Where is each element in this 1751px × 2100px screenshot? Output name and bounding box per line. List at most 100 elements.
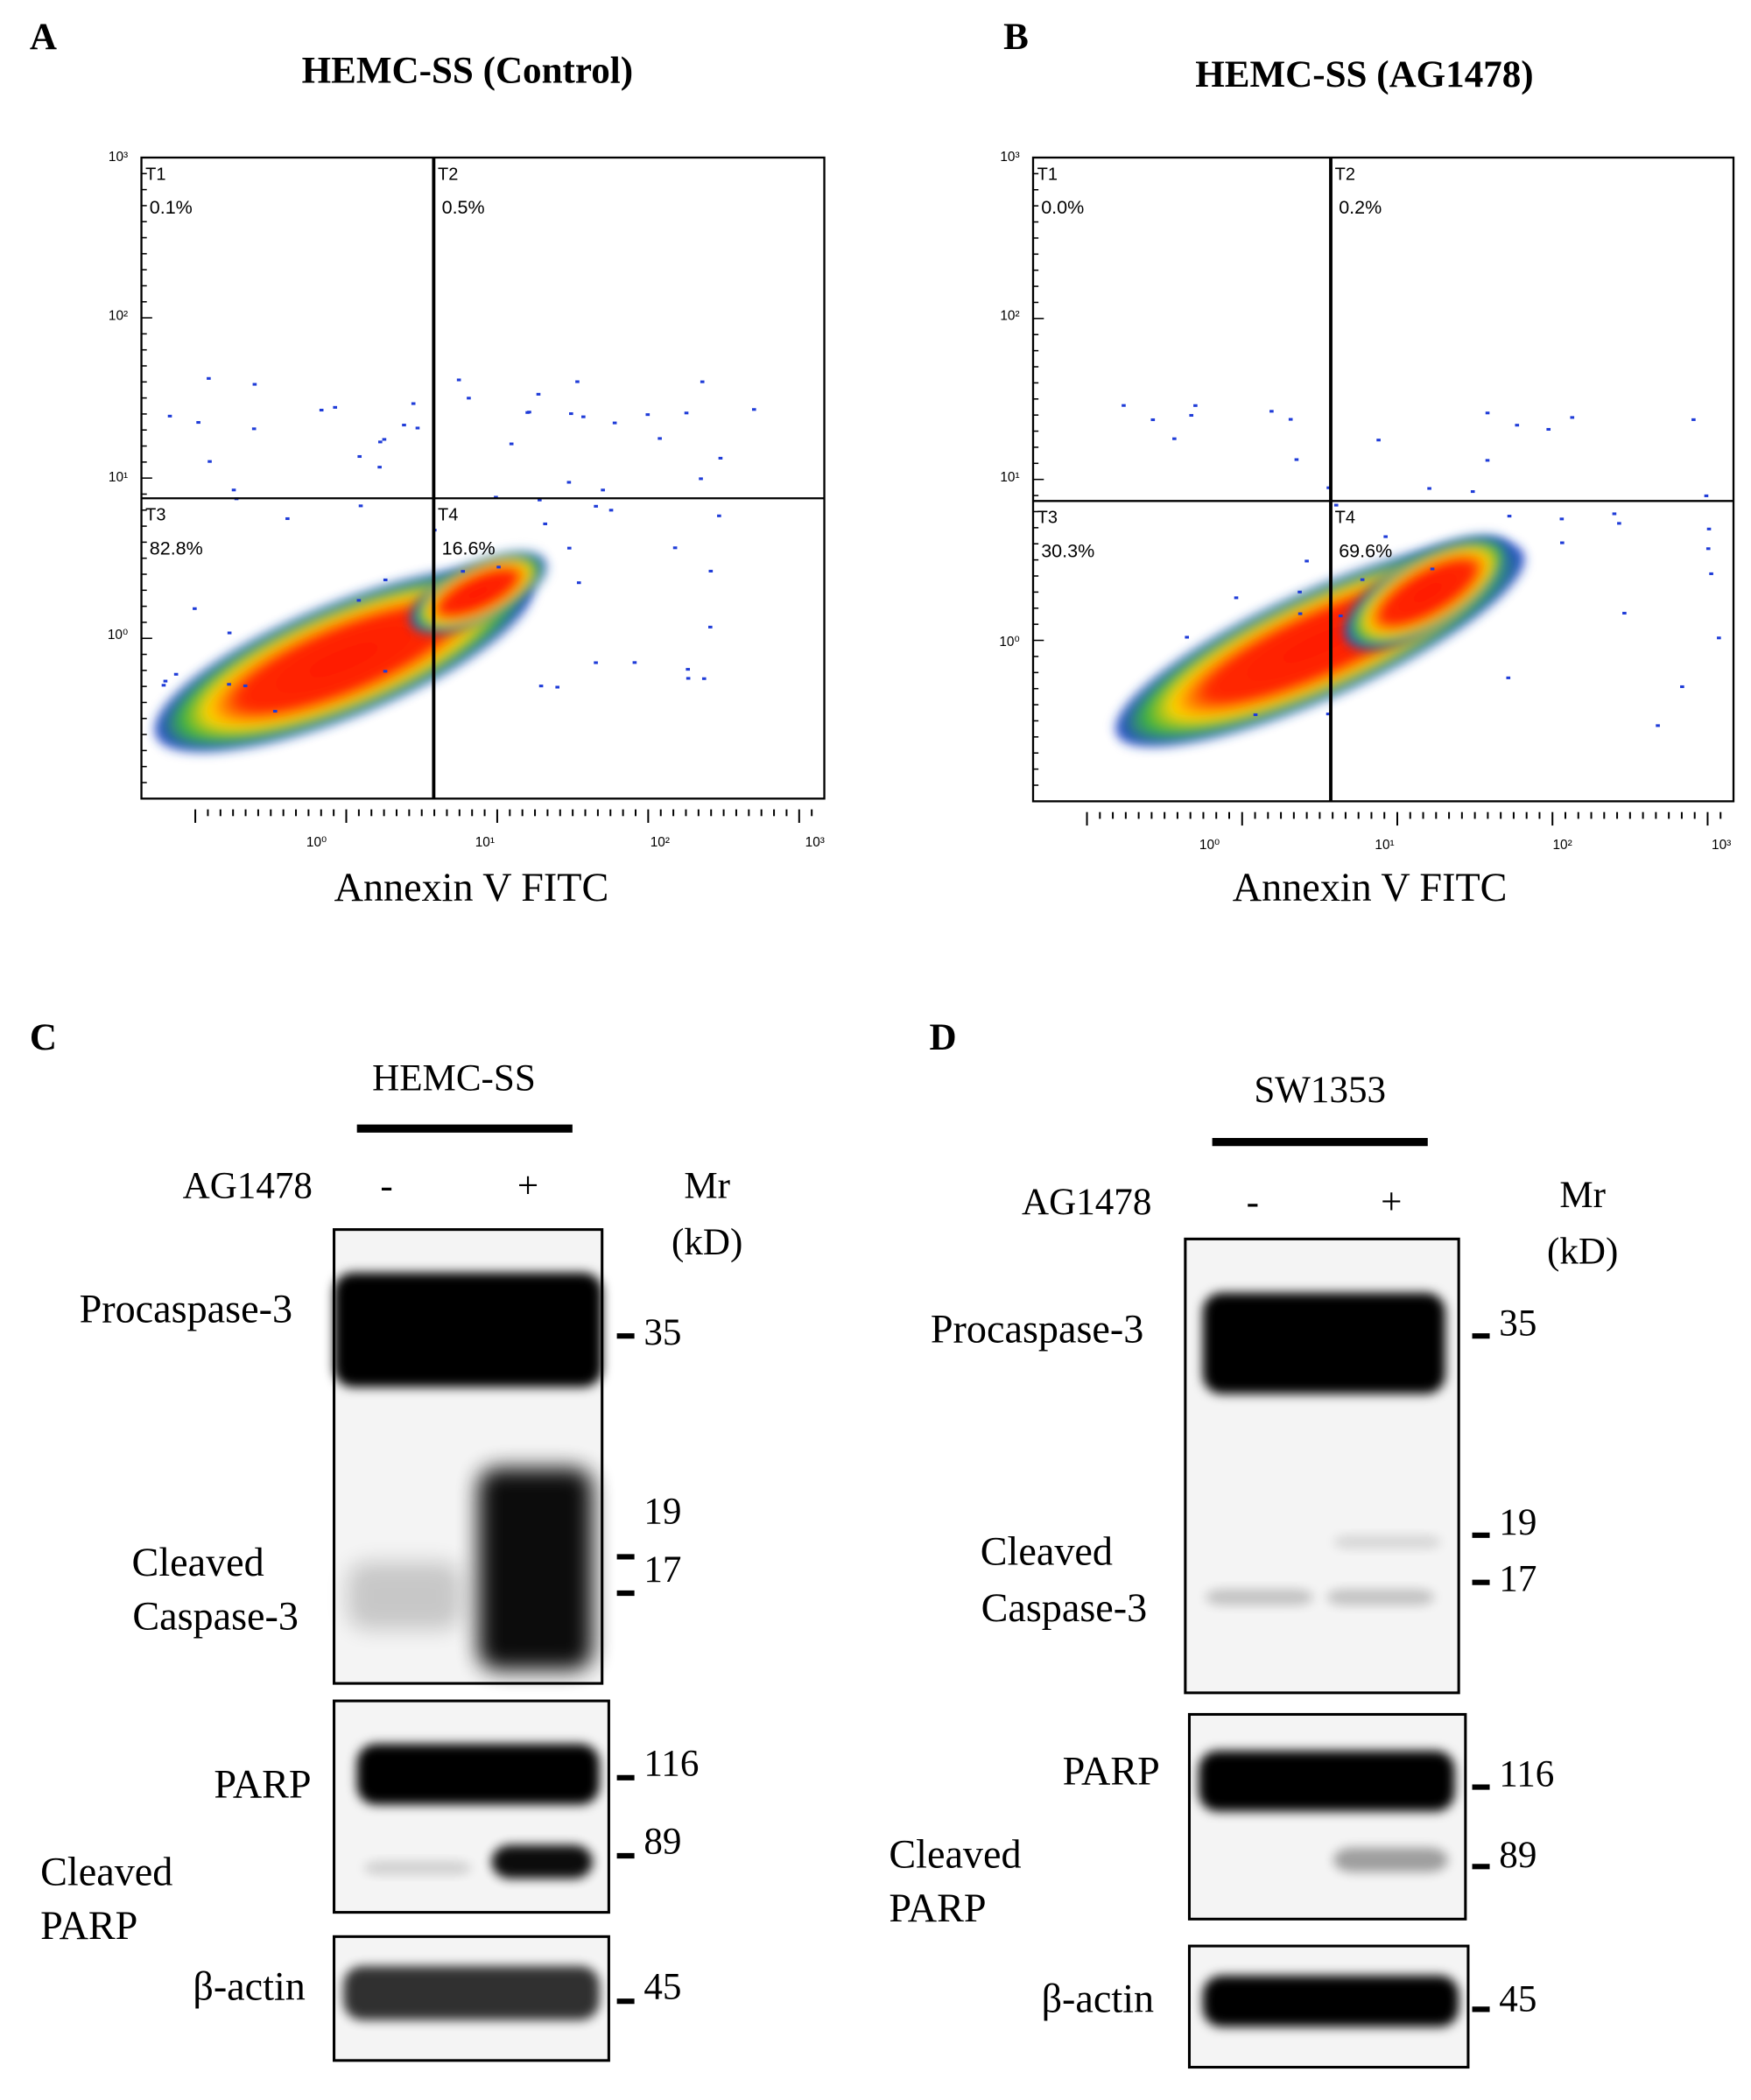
- density-cloud: [1344, 535, 1512, 650]
- treatment-label: AG1478: [1022, 1182, 1151, 1223]
- mr-marker: 19: [1499, 1502, 1537, 1543]
- event-dot: [566, 481, 572, 484]
- event-dot: [496, 565, 501, 569]
- event-dot: [645, 413, 650, 417]
- event-dot: [1234, 596, 1239, 600]
- x-tick-label: 10¹: [1375, 838, 1394, 853]
- quadrant-percent: 30.3%: [1041, 540, 1094, 561]
- event-dot: [383, 578, 388, 581]
- event-dot: [1515, 424, 1520, 427]
- treatment-label: AG1478: [183, 1165, 313, 1206]
- event-dot: [594, 504, 598, 508]
- blot-membrane: [334, 1701, 609, 1913]
- event-dot: [1706, 527, 1712, 530]
- event-dot: [686, 677, 691, 680]
- x-tick-label: 10²: [650, 835, 670, 850]
- event-dot: [1338, 615, 1343, 618]
- blot-frame: [333, 1935, 610, 2062]
- quadrant-name: T1: [145, 165, 165, 184]
- quadrant-name: T3: [145, 506, 165, 525]
- y-tick-label: 10²: [1000, 309, 1019, 324]
- event-dot: [1326, 713, 1331, 716]
- event-dot: [243, 684, 248, 688]
- event-dot: [509, 442, 514, 446]
- event-dot: [227, 683, 231, 686]
- mr-marker: 89: [643, 1822, 681, 1863]
- event-dot: [1612, 512, 1617, 516]
- event-dot: [1506, 676, 1511, 679]
- lane-sign: +: [517, 1165, 538, 1206]
- quadrant-percent: 69.6%: [1339, 540, 1392, 561]
- quadrant-percent: 0.2%: [1339, 197, 1382, 218]
- event-dot: [231, 488, 236, 492]
- x-tick-label: 10³: [1712, 838, 1731, 853]
- event-dot: [1470, 490, 1475, 494]
- event-dot: [1294, 458, 1299, 461]
- event-dot: [1704, 494, 1709, 497]
- quadrant-percent: 0.0%: [1041, 197, 1084, 218]
- event-dot: [251, 427, 257, 431]
- blot-frame: [333, 1228, 604, 1685]
- mr-marker: 45: [1499, 1979, 1537, 2020]
- blot-band: [1199, 1751, 1455, 1812]
- event-dot: [601, 488, 605, 492]
- quadrant-percent: 82.8%: [150, 537, 203, 558]
- event-dot: [1560, 541, 1565, 544]
- row-label: PARP: [889, 1886, 986, 1930]
- event-dot: [575, 380, 580, 383]
- event-dot: [594, 661, 598, 664]
- mr-marker: 116: [1499, 1754, 1554, 1795]
- row-label: β-actin: [1042, 1976, 1155, 2020]
- event-dot: [1617, 522, 1621, 525]
- blot-band: [491, 1844, 593, 1879]
- x-tick-label: 10³: [805, 835, 825, 850]
- event-dot: [456, 378, 461, 382]
- row-label: PARP: [1063, 1748, 1160, 1793]
- event-dot: [461, 570, 466, 573]
- event-dot: [672, 546, 678, 550]
- event-dot: [1430, 567, 1435, 571]
- mr-marker: 35: [643, 1312, 681, 1353]
- event-dot: [700, 380, 705, 383]
- cell-line: SW1353: [1254, 1070, 1386, 1111]
- lane-sign: -: [380, 1165, 392, 1206]
- event-dot: [1691, 418, 1696, 421]
- event-dot: [581, 415, 586, 418]
- event-dot: [1709, 572, 1713, 575]
- event-dot: [207, 460, 212, 463]
- event-dot: [1297, 590, 1302, 593]
- x-tick-label: 10²: [1552, 838, 1572, 853]
- quadrant-name: T1: [1037, 165, 1058, 184]
- event-dot: [1485, 411, 1490, 415]
- event-dot: [536, 392, 541, 396]
- event-dot: [1507, 515, 1512, 518]
- row-label: Cleaved: [132, 1540, 264, 1584]
- event-dot: [686, 668, 691, 671]
- event-dot: [411, 402, 416, 405]
- event-dot: [1360, 578, 1365, 581]
- event-dot: [207, 376, 211, 380]
- event-dot: [1189, 413, 1194, 418]
- event-dot: [576, 581, 581, 585]
- row-label: Cleaved: [40, 1850, 172, 1894]
- event-dot: [555, 685, 559, 689]
- row-label: Caspase-3: [132, 1593, 299, 1638]
- blot-band: [1333, 1535, 1442, 1549]
- row-label: PARP: [40, 1903, 137, 1948]
- lane-sign: +: [1381, 1182, 1402, 1223]
- event-dot: [161, 684, 166, 687]
- blot-band: [1205, 1589, 1313, 1605]
- x-axis-label: Annexin V FITC: [1233, 865, 1508, 910]
- event-dot: [193, 607, 197, 610]
- event-dot: [1172, 437, 1177, 440]
- event-dot: [272, 709, 278, 713]
- blot-band: [1202, 1292, 1445, 1394]
- y-tick-label: 10⁰: [999, 635, 1019, 650]
- y-tick-label: 10¹: [109, 470, 128, 485]
- event-dot: [1185, 636, 1190, 639]
- event-dot: [751, 408, 756, 411]
- blot-band: [334, 1272, 602, 1387]
- event-dot: [701, 677, 707, 680]
- quadrant-name: T4: [438, 506, 458, 525]
